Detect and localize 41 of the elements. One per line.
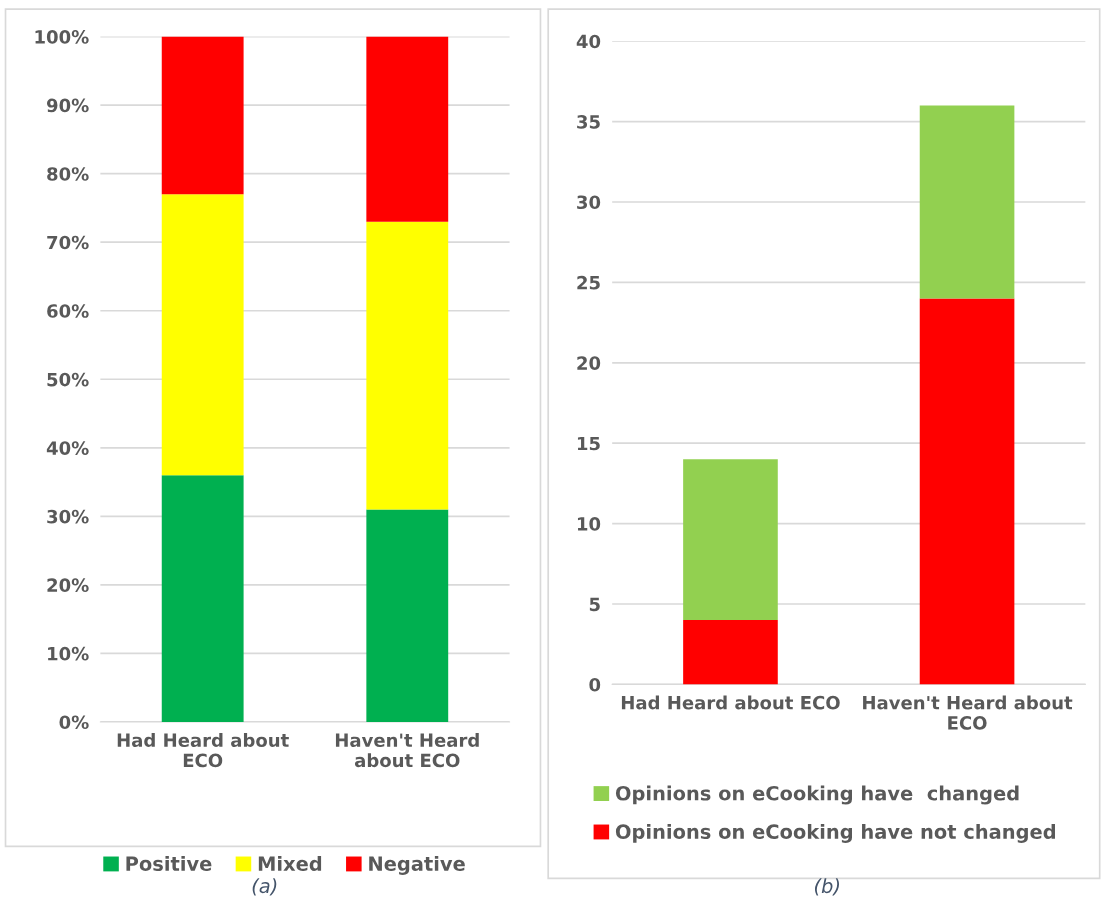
x-tick-label: Haven't Heard about ECO (863, 695, 1073, 730)
y-tick-label: 50% (47, 372, 89, 387)
x-tick-label: Had Heard about ECO (117, 733, 289, 768)
bar (366, 221, 449, 510)
bar (161, 475, 244, 722)
legend-label: Positive (126, 855, 212, 871)
legend-label: Opinions on eCooking have changed (615, 785, 1019, 805)
y-tick-label: 20 (577, 356, 601, 370)
y-tick-label: 60% (47, 304, 89, 318)
bar (683, 620, 778, 685)
y-tick-label: 0 (589, 677, 601, 692)
y-tick-label: 10% (48, 646, 89, 661)
legend-label: Negative (369, 855, 465, 875)
text: (a) (252, 878, 277, 896)
y-tick-label: 35 (577, 115, 600, 129)
bar (161, 36, 244, 195)
y-tick-label: 40 (576, 34, 601, 49)
bar (366, 509, 449, 722)
y-tick-label: 90% (46, 98, 89, 113)
x-tick-label: Haven't Heard about ECO (335, 733, 479, 768)
y-tick-label: 80% (47, 167, 89, 181)
y-tick-label: 10 (577, 517, 601, 531)
bar (683, 459, 778, 621)
bar (161, 194, 244, 476)
legend-label: Mixed (258, 855, 322, 871)
bar (919, 298, 1015, 685)
y-tick-label: 15 (577, 436, 600, 451)
text: (b) (814, 878, 840, 896)
y-tick-label: 30% (47, 509, 89, 524)
y-tick-label: 0% (59, 715, 89, 730)
y-tick-label: 30 (577, 195, 601, 210)
y-tick-label: 5 (589, 597, 600, 612)
y-tick-label: 70% (47, 235, 89, 250)
legend-label: Opinions on eCooking have not changed (615, 823, 1055, 843)
y-tick-label: 20% (47, 578, 89, 592)
y-tick-label: 100% (35, 30, 89, 44)
bar (919, 105, 1015, 299)
x-tick-label: Had Heard about ECO (621, 695, 840, 710)
y-tick-label: 25 (577, 275, 600, 290)
y-tick-label: 40% (46, 441, 89, 455)
bar (366, 36, 449, 222)
